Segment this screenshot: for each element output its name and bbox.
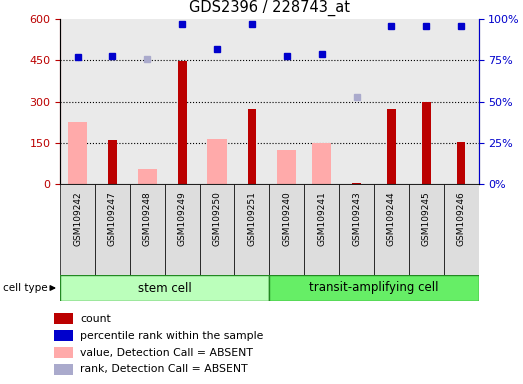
Bar: [200, 19, 234, 184]
Bar: [374, 184, 409, 275]
Bar: [457, 142, 465, 184]
Text: GSM109246: GSM109246: [457, 192, 465, 246]
Text: GSM109247: GSM109247: [108, 192, 117, 246]
Bar: [60, 19, 95, 184]
Text: GSM109248: GSM109248: [143, 192, 152, 246]
Bar: [234, 19, 269, 184]
Bar: [409, 184, 444, 275]
Bar: [444, 184, 479, 275]
Text: GSM109245: GSM109245: [422, 192, 431, 246]
Bar: [200, 184, 234, 275]
Bar: [208, 139, 226, 184]
Bar: [165, 19, 200, 184]
Bar: [54, 313, 73, 324]
Text: GSM109250: GSM109250: [212, 192, 222, 247]
Bar: [269, 19, 304, 184]
Bar: [108, 140, 117, 184]
Bar: [269, 275, 479, 301]
Text: count: count: [81, 314, 111, 324]
Bar: [422, 102, 430, 184]
Text: stem cell: stem cell: [138, 281, 191, 295]
Bar: [277, 150, 297, 184]
Text: rank, Detection Call = ABSENT: rank, Detection Call = ABSENT: [81, 364, 248, 374]
Title: GDS2396 / 228743_at: GDS2396 / 228743_at: [189, 0, 350, 17]
Bar: [54, 330, 73, 341]
Text: GSM109251: GSM109251: [247, 192, 256, 247]
Bar: [339, 184, 374, 275]
Bar: [312, 143, 331, 184]
Bar: [95, 184, 130, 275]
Text: cell type: cell type: [3, 283, 48, 293]
Bar: [352, 183, 361, 184]
Bar: [68, 122, 87, 184]
Bar: [178, 61, 187, 184]
Bar: [60, 184, 95, 275]
Bar: [130, 19, 165, 184]
Text: value, Detection Call = ABSENT: value, Detection Call = ABSENT: [81, 348, 253, 358]
Text: transit-amplifying cell: transit-amplifying cell: [309, 281, 439, 295]
Bar: [444, 19, 479, 184]
Bar: [247, 109, 256, 184]
Bar: [304, 19, 339, 184]
Bar: [387, 109, 396, 184]
Bar: [54, 364, 73, 375]
Bar: [165, 184, 200, 275]
Bar: [304, 184, 339, 275]
Bar: [234, 184, 269, 275]
Bar: [138, 169, 157, 184]
Bar: [374, 19, 409, 184]
Bar: [339, 19, 374, 184]
Bar: [54, 347, 73, 358]
Text: GSM109241: GSM109241: [317, 192, 326, 246]
Text: GSM109244: GSM109244: [387, 192, 396, 246]
Text: GSM109240: GSM109240: [282, 192, 291, 246]
Text: GSM109242: GSM109242: [73, 192, 82, 246]
Text: GSM109243: GSM109243: [352, 192, 361, 246]
Text: percentile rank within the sample: percentile rank within the sample: [81, 331, 264, 341]
Bar: [269, 184, 304, 275]
Bar: [95, 19, 130, 184]
Bar: [409, 19, 444, 184]
Bar: [130, 184, 165, 275]
Bar: [60, 275, 269, 301]
Text: GSM109249: GSM109249: [178, 192, 187, 246]
